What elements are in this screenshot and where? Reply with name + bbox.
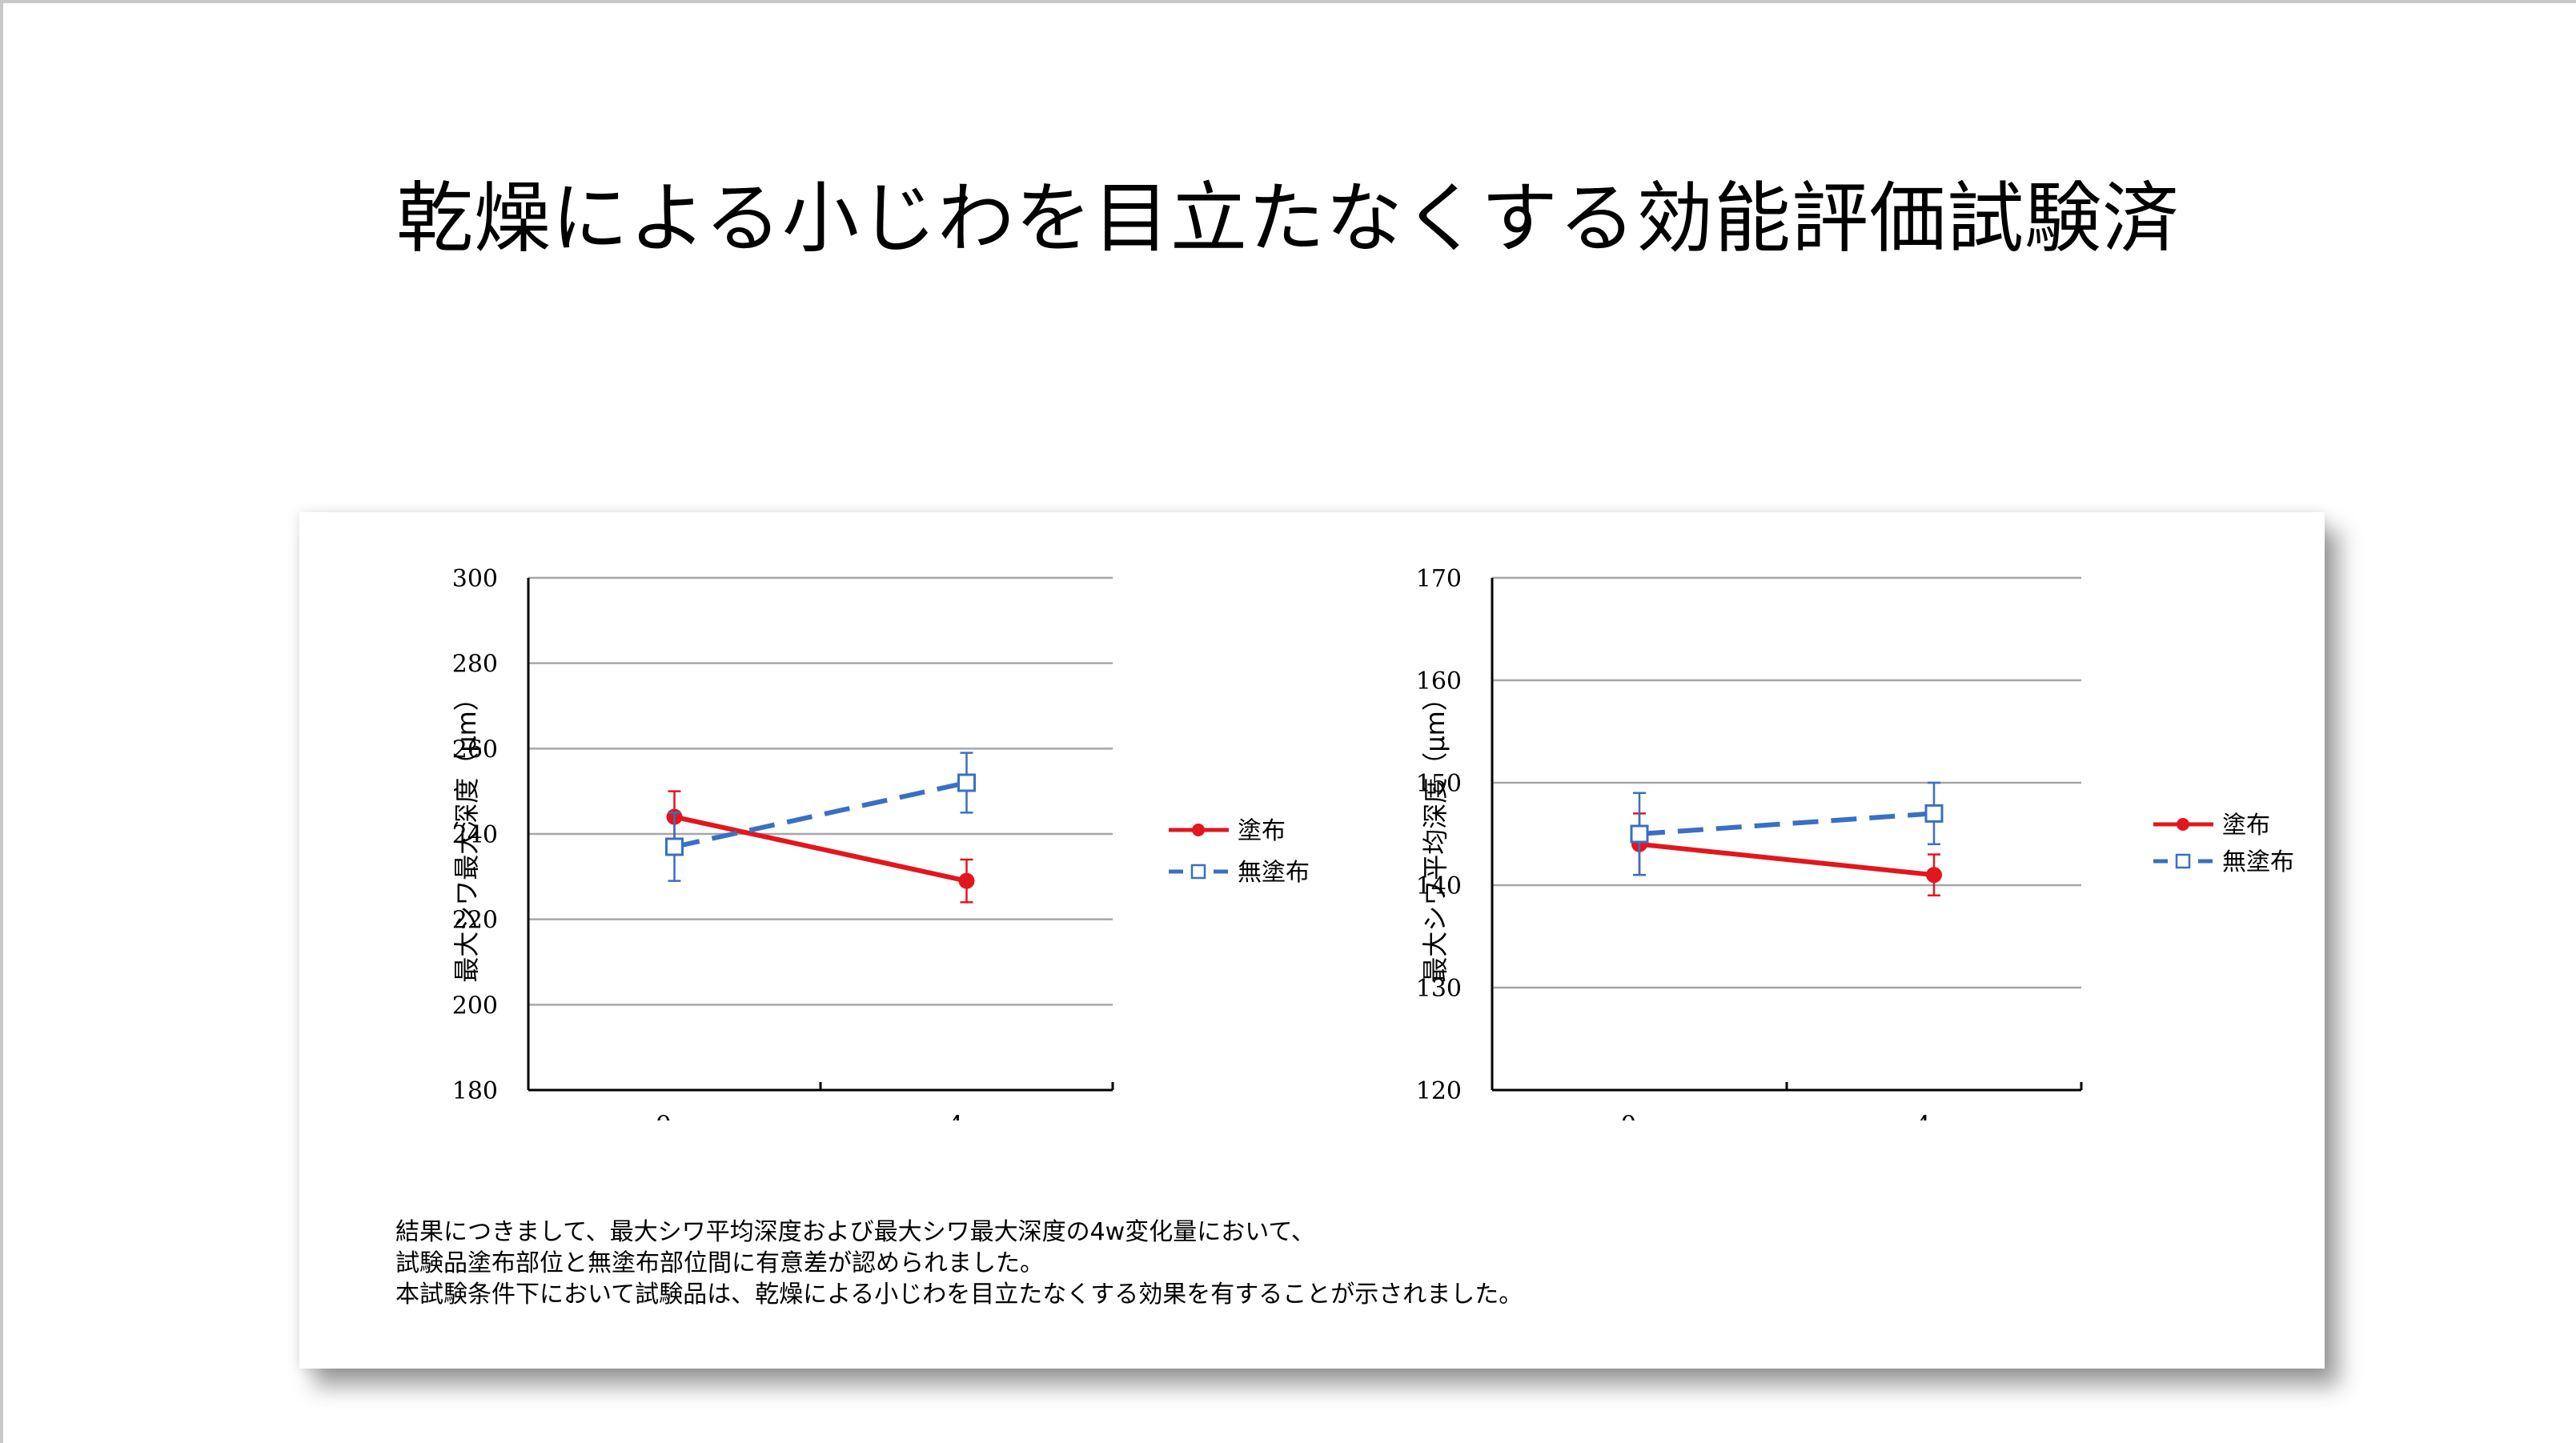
c1-y-tick-label-5: 170 (1416, 565, 1462, 593)
result-line-1: 結果につきまして、最大シワ平均深度および最大シワ最大深度の4w変化量において、 (395, 1218, 1315, 1246)
c0-series-0-legend-marker (1192, 824, 1205, 836)
c0-series-0-point-1 (958, 872, 975, 889)
c1-series-1-line (1639, 811, 1935, 836)
c0-series-1-point-1 (957, 773, 976, 792)
c1-y-axis-label: 最大シワ平均深度（µm） (1420, 685, 1451, 983)
c1-series-1-point-1 (1924, 804, 1944, 823)
c0-y-tick-label-5: 280 (452, 651, 498, 679)
c1-series-1-legend-label: 無塗布 (2222, 848, 2294, 876)
c0-y-tick-label-3: 240 (452, 821, 498, 849)
c0-y-tick-label-4: 260 (452, 736, 498, 764)
c0-series-0-legend-label: 塗布 (1238, 817, 1286, 845)
c1-series-0-line (1639, 841, 1935, 878)
c0-series-1-line (673, 780, 968, 849)
chart-max-wrinkle-max-depth: 180 200 220 240 260 280 300 0w 4w 最大シワ最大深度（µm） 塗布無… (363, 544, 1428, 1140)
c1-y-tick-label-4: 160 (1416, 667, 1462, 695)
c0-series-1-legend-label: 無塗布 (1238, 859, 1310, 887)
c1-y-tick-label-2: 140 (1416, 872, 1462, 900)
c1-series-0-point-1 (1926, 867, 1942, 884)
result-text: 結果につきまして、最大シワ平均深度および最大シワ最大深度の4w変化量において、 … (395, 1217, 2277, 1310)
c0-y-axis-label: 最大シワ最大深度（µm） (451, 685, 482, 983)
page-title: 乾燥による小じわを目立たなくする効能評価試験済 (395, 174, 2181, 263)
c1-y-tick-label-3: 150 (1416, 770, 1462, 798)
c0-y-tick-label-1: 200 (452, 992, 498, 1020)
c0-y-tick-label-0: 180 (452, 1077, 498, 1105)
c1-x-tick-label-1: 4w (1915, 1110, 1953, 1120)
result-line-2: 試験品塗布部位と無塗布部位間に有意差が認められました。 (395, 1249, 1044, 1277)
c1-series-0-legend-label: 塗布 (2222, 812, 2270, 840)
c0-series-0-line (673, 814, 968, 884)
c1-series-1-point-0 (1630, 824, 1649, 844)
c0-series-1-point-0 (665, 837, 684, 856)
results-card: 180 200 220 240 260 280 300 0w 4w 最大シワ最大深度（µm） 塗布無… (299, 512, 2325, 1369)
c1-y-tick-label-1: 130 (1416, 975, 1462, 1003)
c0-series-1-legend-marker (1190, 864, 1206, 880)
result-line-3: 本試験条件下において試験品は、乾燥による小じわを目立たなくする効果を有することが… (395, 1281, 1523, 1309)
c0-x-tick-label-1: 4w (948, 1110, 986, 1120)
c1-x-tick-label-0: 0w (1620, 1110, 1659, 1120)
c1-series-1-legend-marker (2175, 853, 2191, 869)
c1-y-tick-label-0: 120 (1416, 1077, 1462, 1105)
c0-x-tick-label-0: 0w (656, 1110, 694, 1120)
c0-y-tick-label-2: 220 (452, 907, 498, 935)
c0-y-tick-label-6: 300 (452, 565, 498, 593)
c1-series-0-legend-marker (2177, 818, 2189, 831)
chart-svg-left: 180 200 220 240 260 280 300 0w 4w 最大シワ最大深度（µm） 塗布無… (451, 565, 1310, 1140)
